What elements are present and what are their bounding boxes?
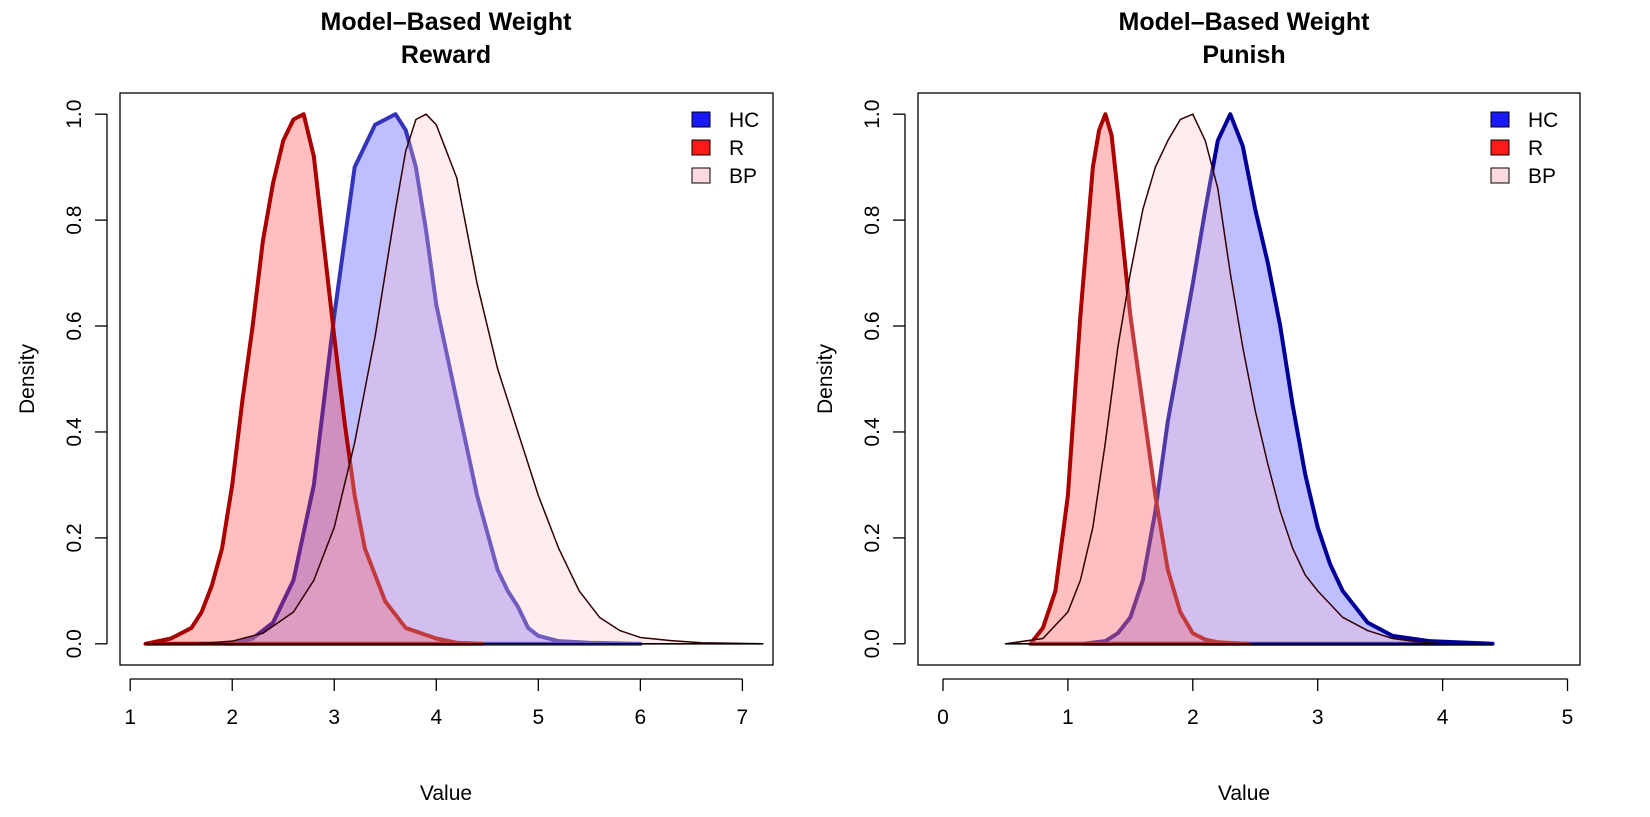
x-tick-label: 2 [226,706,238,729]
legend-swatch-r [691,139,711,156]
y-tick-label: 0.6 [861,311,884,340]
plot-frame [119,92,774,666]
x-tick-label: 4 [430,706,442,729]
x-tick-label: 7 [737,706,749,729]
x-tick-label: 3 [328,706,340,729]
density-area-bp [1004,113,1444,645]
y-tick-label: 0.0 [63,629,86,658]
chart-subtitle: Punish [1202,41,1285,69]
y-tick-label: 0.6 [63,311,86,340]
x-tick-label: 3 [1312,706,1324,729]
density-area-r [143,112,485,646]
chart-title: Model–Based Weight [1119,8,1371,36]
chart-subtitle: Reward [401,41,491,69]
legend-label-r: R [729,137,744,160]
y-tick-label: 0.2 [861,523,884,552]
x-tick-label: 1 [1062,706,1074,729]
legend-label-hc: HC [1528,109,1558,132]
legend-swatch-hc [1490,111,1510,128]
density-area-hc [225,112,643,646]
y-tick-label: 1.0 [861,100,884,129]
y-tick-label: 0.4 [861,417,884,447]
legend-label-r: R [1528,137,1543,160]
x-tick-label: 4 [1437,706,1449,729]
y-axis-label: Density [814,343,837,414]
y-tick-label: 0.0 [861,629,884,658]
density-area-bp [195,113,764,645]
y-tick-label: 1.0 [63,100,86,129]
legend-label-bp: BP [1528,165,1556,188]
x-tick-label: 5 [532,706,544,729]
x-tick-label: 5 [1562,706,1574,729]
legend: HC R BP [1490,109,1558,188]
y-tick-label: 0.8 [861,206,884,235]
x-tick-label: 6 [635,706,647,729]
legend-swatch-bp [1490,167,1510,184]
plot-area [1004,112,1495,646]
x-tick-label: 0 [937,706,949,729]
legend: HC R BP [691,109,759,188]
legend-label-hc: HC [729,109,759,132]
plot-frame [917,92,1581,666]
legend-swatch-r [1490,139,1510,156]
chart-panel-1: Model–Based Weight Reward 1 2 3 4 5 6 7 Value 0.0 0… [16,8,774,805]
x-tick-label: 2 [1187,706,1199,729]
x-tick-label: 1 [124,706,136,729]
legend-swatch-bp [691,167,711,184]
y-tick-label: 0.4 [63,417,86,447]
x-axis-label: Value [1218,782,1270,805]
density-area-hc [1080,112,1495,646]
y-tick-label: 0.8 [63,206,86,235]
y-tick-label: 0.2 [63,523,86,552]
legend-label-bp: BP [729,165,757,188]
x-axis-label: Value [420,782,472,805]
plot-area [143,112,764,646]
y-axis-label: Density [16,343,39,414]
chart-panel-2: Model–Based Weight Punish 0 1 2 3 4 5 Value 0.0 0.… [814,8,1581,805]
density-area-r [1028,112,1251,646]
chart-title: Model–Based Weight [321,8,573,36]
legend-swatch-hc [691,111,711,128]
